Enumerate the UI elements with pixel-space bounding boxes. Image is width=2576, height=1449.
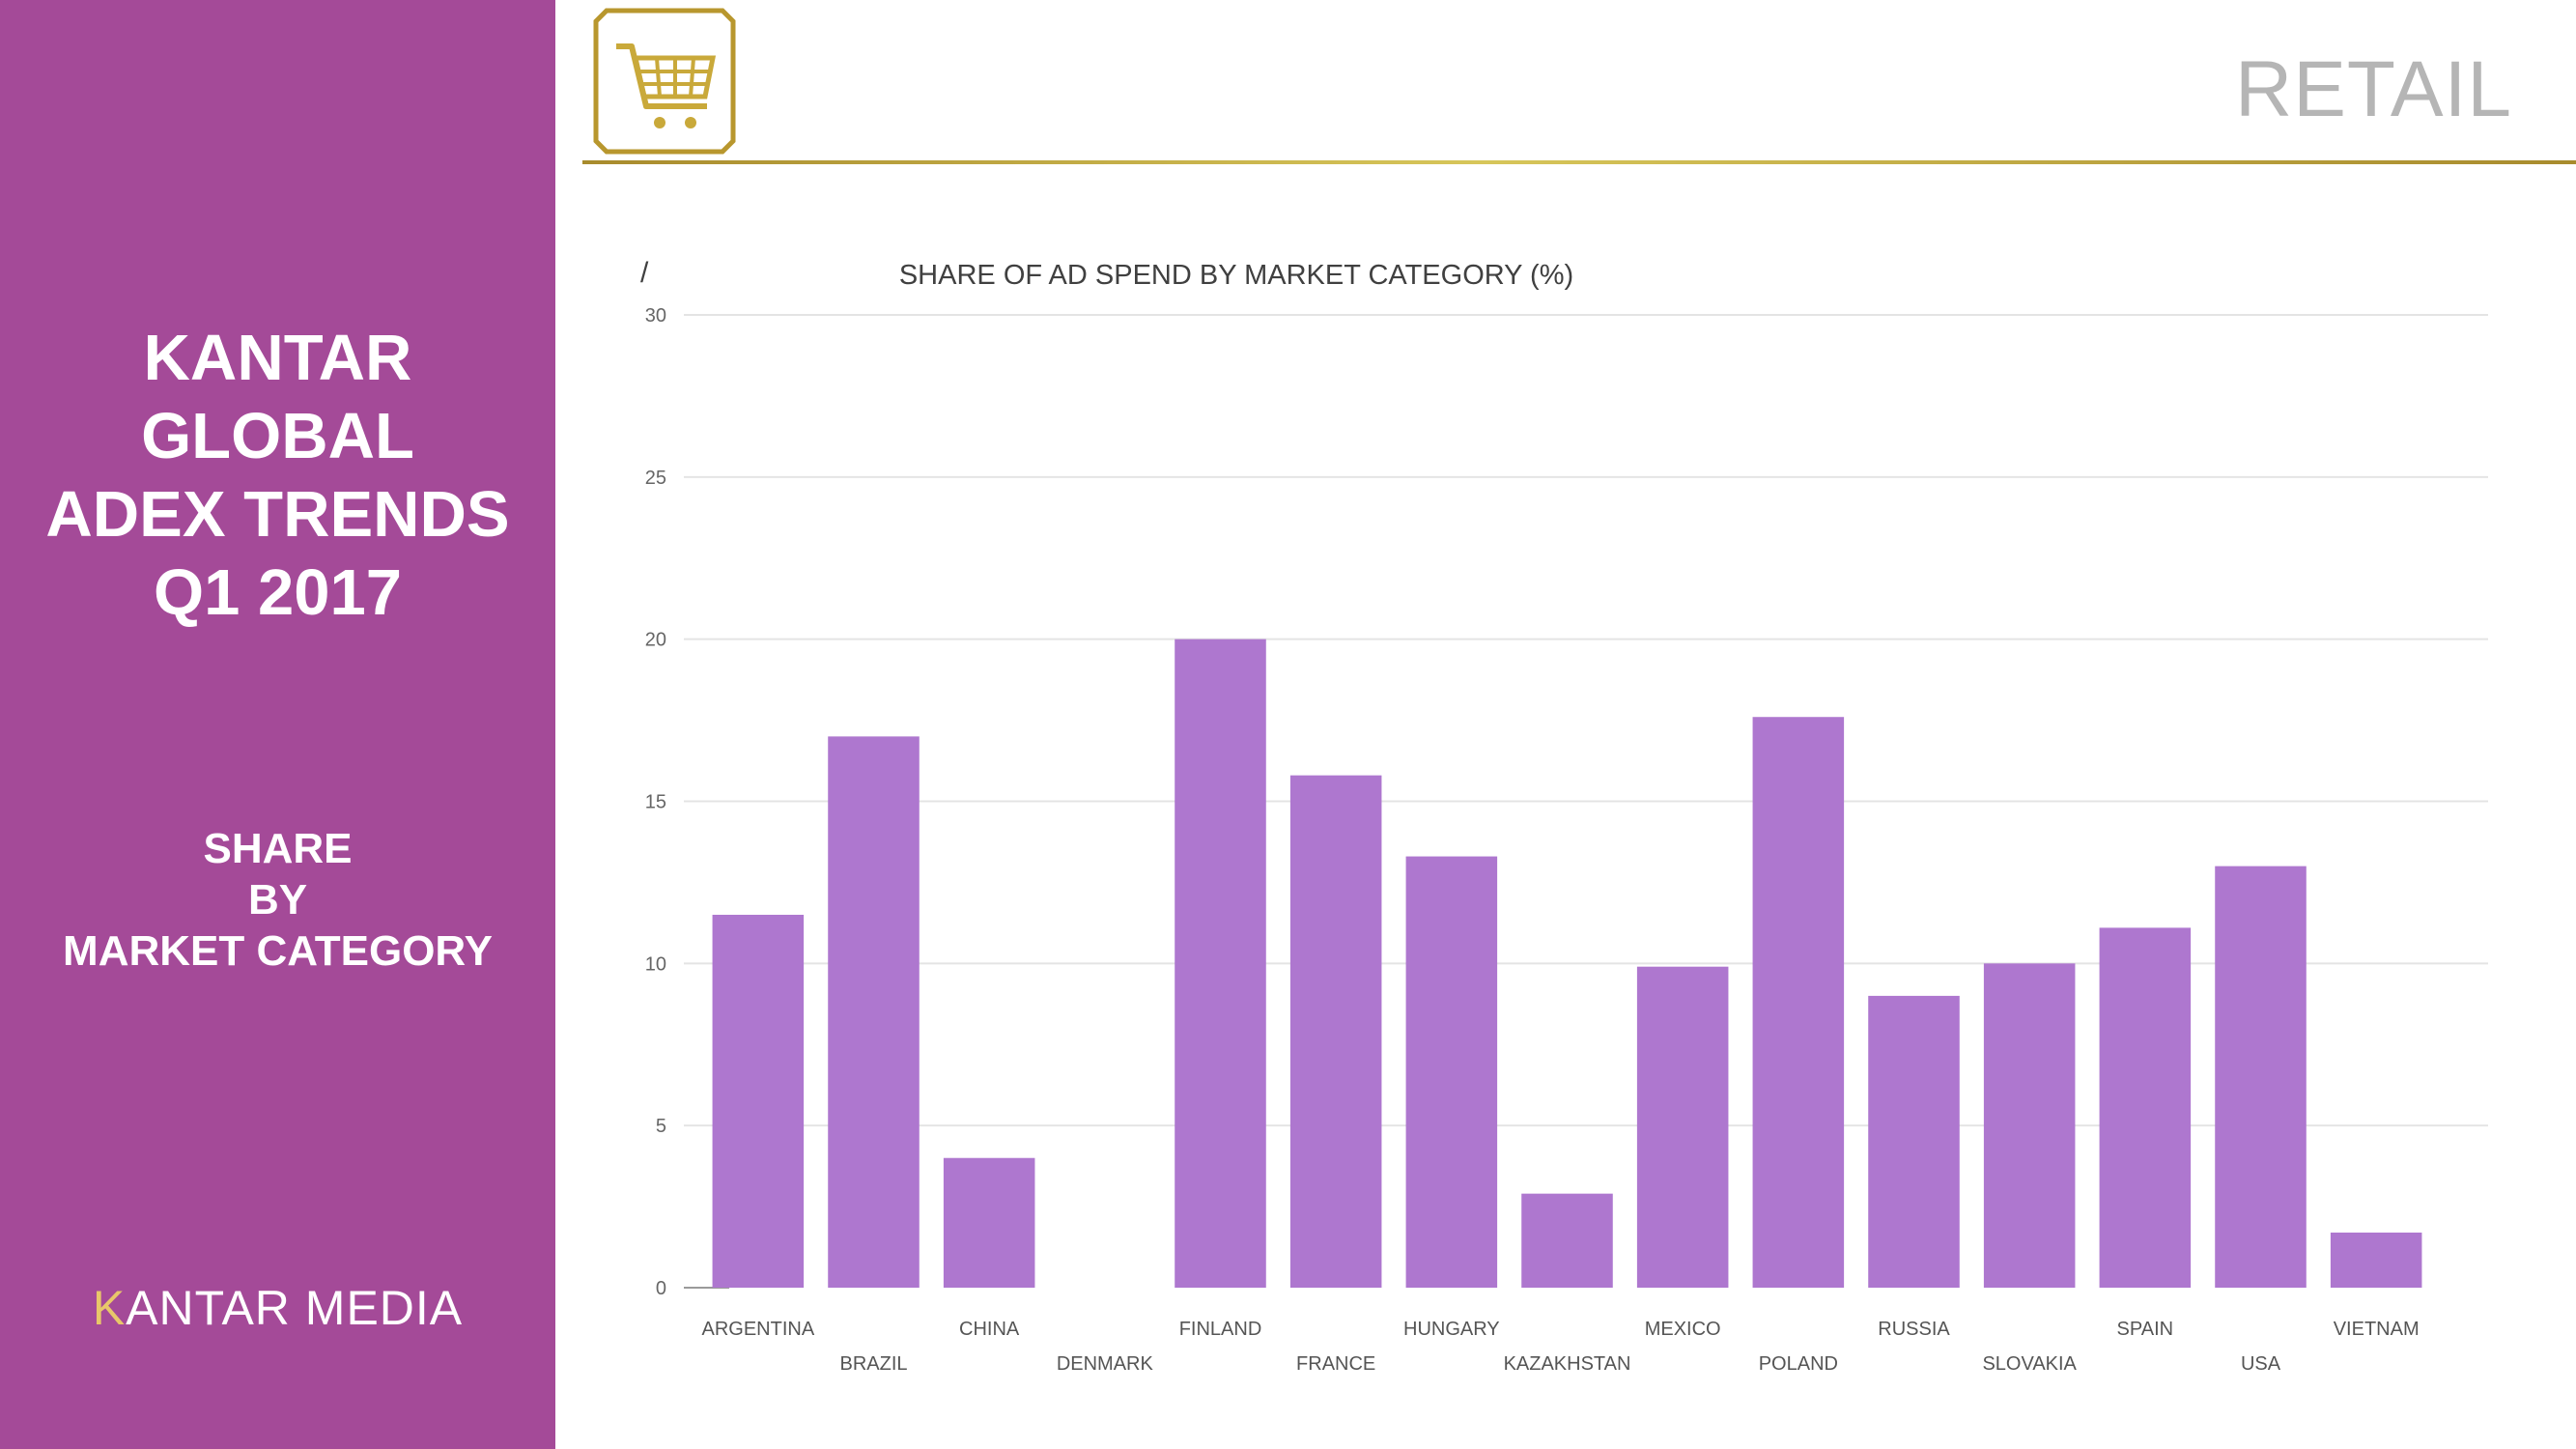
bar-hungary — [1405, 856, 1498, 1288]
y-tick-label: 20 — [645, 630, 666, 651]
bar-russia — [1868, 995, 1960, 1288]
bar-france — [1289, 775, 1382, 1288]
bar-slovakia — [1983, 963, 2076, 1288]
sidebar: KANTAR GLOBAL ADEX TRENDS Q1 2017 SHARE … — [0, 0, 555, 1449]
kantar-media-logo: KANTAR MEDIA — [0, 1280, 555, 1336]
bar-argentina — [712, 914, 805, 1288]
x-tick-label: POLAND — [1759, 1353, 1838, 1375]
chart-title: SHARE OF AD SPEND BY MARKET CATEGORY (%) — [899, 260, 1573, 291]
bar-spain — [2099, 927, 2192, 1288]
section-title-line: MARKET CATEGORY — [63, 927, 493, 975]
report-title-line: KANTAR — [143, 322, 412, 394]
report-title-line: Q1 2017 — [153, 556, 403, 629]
y-tick-label: 10 — [645, 953, 666, 975]
bar-finland — [1175, 639, 1266, 1288]
y-tick-label: 0 — [656, 1278, 666, 1299]
bars — [712, 639, 2422, 1288]
report-title-line: GLOBAL — [141, 400, 414, 472]
logo-text: ANTAR MEDIA — [126, 1281, 464, 1335]
chart-marker: / — [640, 257, 649, 289]
report-title-line: ADEX TRENDS — [45, 478, 510, 551]
x-tick-label: BRAZIL — [839, 1353, 907, 1375]
x-tick-label: KAZAKHSTAN — [1504, 1353, 1631, 1375]
bar-chart: / SHARE OF AD SPEND BY MARKET CATEGORY (… — [640, 257, 2488, 1375]
x-tick-label: HUNGARY — [1403, 1319, 1500, 1340]
x-tick-label: ARGENTINA — [701, 1319, 814, 1340]
bar-poland — [1752, 717, 1845, 1288]
x-tick-label: CHINA — [959, 1319, 1020, 1340]
y-tick-label: 30 — [645, 305, 666, 327]
x-tick-label: DENMARK — [1057, 1353, 1154, 1375]
shopping-cart-icon — [593, 8, 736, 155]
x-tick-label: VIETNAM — [2334, 1319, 2420, 1340]
section-title-line: SHARE — [203, 825, 353, 872]
category-title: RETAIL — [2235, 45, 2512, 133]
y-tick-label: 5 — [656, 1116, 666, 1137]
x-tick-label: FINLAND — [1179, 1319, 1262, 1340]
x-tick-label: SPAIN — [2117, 1319, 2174, 1340]
bar-vietnam — [2330, 1232, 2422, 1288]
bar-usa — [2215, 866, 2307, 1288]
x-tick-label: USA — [2241, 1353, 2281, 1375]
y-tick-label: 15 — [645, 792, 666, 813]
x-tick-label: MEXICO — [1645, 1319, 1721, 1340]
report-title: KANTAR GLOBAL ADEX TRENDS Q1 2017 — [0, 319, 555, 632]
logo-initial: K — [92, 1281, 127, 1335]
bar-mexico — [1636, 966, 1729, 1288]
gridlines — [684, 314, 2488, 1289]
section-title: SHARE BY MARKET CATEGORY — [0, 823, 555, 977]
y-tick-label: 25 — [645, 468, 666, 489]
section-title-line: BY — [247, 876, 308, 923]
x-tick-label: FRANCE — [1296, 1353, 1375, 1375]
bar-kazakhstan — [1521, 1193, 1613, 1288]
x-axis: ARGENTINA BRAZIL CHINA DENMARK FINLAND FRANCE… — [701, 1319, 2419, 1375]
bar-china — [943, 1157, 1035, 1288]
x-tick-label: SLOVAKIA — [1982, 1353, 2077, 1375]
bar-brazil — [828, 736, 920, 1288]
y-axis: 0 5 10 15 20 25 30 — [645, 305, 666, 1299]
header-divider — [582, 160, 2576, 164]
x-tick-label: RUSSIA — [1878, 1319, 1950, 1340]
